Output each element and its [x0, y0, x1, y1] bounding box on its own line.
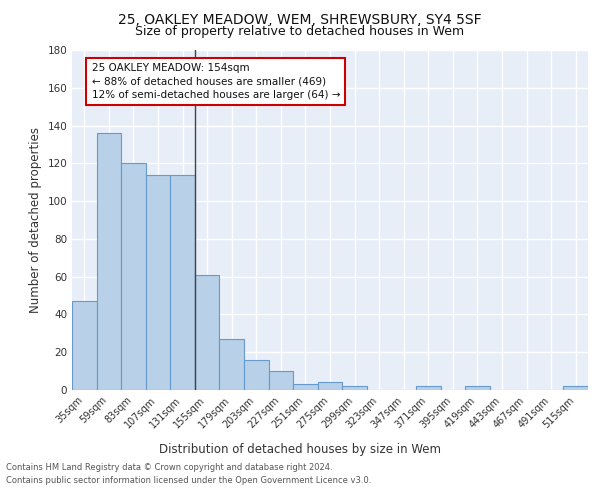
Text: 25, OAKLEY MEADOW, WEM, SHREWSBURY, SY4 5SF: 25, OAKLEY MEADOW, WEM, SHREWSBURY, SY4 …	[118, 12, 482, 26]
Bar	[293, 384, 318, 390]
Bar	[244, 360, 269, 390]
Bar	[121, 164, 146, 390]
Bar	[97, 133, 121, 390]
Bar	[72, 301, 97, 390]
Bar	[342, 386, 367, 390]
Bar	[318, 382, 342, 390]
Bar	[146, 174, 170, 390]
Y-axis label: Number of detached properties: Number of detached properties	[29, 127, 42, 313]
Bar	[195, 275, 220, 390]
Text: Contains HM Land Registry data © Crown copyright and database right 2024.: Contains HM Land Registry data © Crown c…	[6, 464, 332, 472]
Bar	[416, 386, 440, 390]
Text: 25 OAKLEY MEADOW: 154sqm
← 88% of detached houses are smaller (469)
12% of semi-: 25 OAKLEY MEADOW: 154sqm ← 88% of detach…	[92, 63, 340, 100]
Text: Size of property relative to detached houses in Wem: Size of property relative to detached ho…	[136, 25, 464, 38]
Text: Contains public sector information licensed under the Open Government Licence v3: Contains public sector information licen…	[6, 476, 371, 485]
Text: Distribution of detached houses by size in Wem: Distribution of detached houses by size …	[159, 442, 441, 456]
Bar	[269, 371, 293, 390]
Bar	[563, 386, 588, 390]
Bar	[170, 174, 195, 390]
Bar	[465, 386, 490, 390]
Bar	[220, 339, 244, 390]
